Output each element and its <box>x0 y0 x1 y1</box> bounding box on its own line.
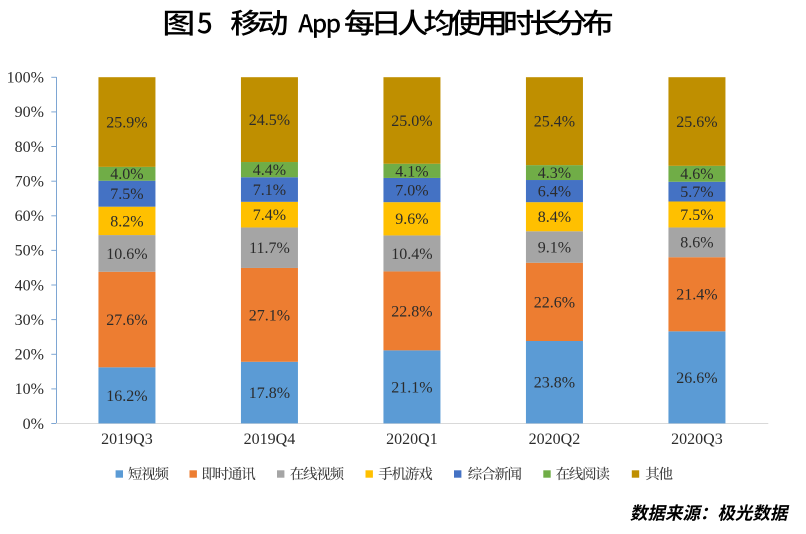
svg-text:25.0%: 25.0% <box>391 113 432 130</box>
svg-text:7.5%: 7.5% <box>680 207 713 224</box>
svg-text:22.8%: 22.8% <box>391 303 432 320</box>
svg-text:2020Q3: 2020Q3 <box>671 431 723 448</box>
svg-text:0%: 0% <box>23 416 44 433</box>
svg-text:5.7%: 5.7% <box>680 184 713 201</box>
svg-text:70%: 70% <box>15 174 44 191</box>
svg-text:60%: 60% <box>15 208 44 225</box>
svg-text:27.6%: 27.6% <box>106 312 147 329</box>
svg-text:8.4%: 8.4% <box>538 209 571 226</box>
svg-text:20%: 20% <box>15 347 44 364</box>
svg-text:25.4%: 25.4% <box>534 114 575 131</box>
svg-text:8.6%: 8.6% <box>680 235 713 252</box>
svg-text:21.1%: 21.1% <box>391 379 432 396</box>
svg-text:100%: 100% <box>7 70 44 87</box>
svg-text:17.8%: 17.8% <box>249 385 290 402</box>
svg-text:4.6%: 4.6% <box>680 166 713 183</box>
svg-text:50%: 50% <box>15 243 44 260</box>
svg-text:25.9%: 25.9% <box>106 114 147 131</box>
svg-text:7.1%: 7.1% <box>253 182 286 199</box>
svg-text:4.0%: 4.0% <box>110 166 143 183</box>
svg-text:30%: 30% <box>15 312 44 329</box>
svg-text:2019Q4: 2019Q4 <box>244 431 296 448</box>
svg-text:2020Q1: 2020Q1 <box>386 431 438 448</box>
svg-text:90%: 90% <box>15 104 44 121</box>
svg-text:9.1%: 9.1% <box>538 239 571 256</box>
svg-text:10.4%: 10.4% <box>391 246 432 263</box>
svg-text:6.4%: 6.4% <box>538 184 571 201</box>
svg-text:4.3%: 4.3% <box>538 165 571 182</box>
svg-text:7.0%: 7.0% <box>395 182 428 199</box>
svg-text:23.8%: 23.8% <box>534 375 575 392</box>
svg-text:16.2%: 16.2% <box>106 388 147 405</box>
svg-text:7.5%: 7.5% <box>110 186 143 203</box>
svg-text:21.4%: 21.4% <box>676 287 717 304</box>
svg-text:4.1%: 4.1% <box>395 163 428 180</box>
svg-text:25.6%: 25.6% <box>676 114 717 131</box>
svg-text:9.6%: 9.6% <box>395 211 428 228</box>
svg-text:10.6%: 10.6% <box>106 246 147 263</box>
svg-text:2020Q2: 2020Q2 <box>529 431 581 448</box>
svg-text:8.2%: 8.2% <box>110 213 143 230</box>
svg-text:2019Q3: 2019Q3 <box>101 431 153 448</box>
svg-text:24.5%: 24.5% <box>249 112 290 129</box>
svg-text:26.6%: 26.6% <box>676 370 717 387</box>
svg-text:27.1%: 27.1% <box>249 307 290 324</box>
svg-text:10%: 10% <box>15 381 44 398</box>
svg-text:40%: 40% <box>15 277 44 294</box>
svg-text:4.4%: 4.4% <box>253 162 286 179</box>
svg-text:11.7%: 11.7% <box>249 240 290 257</box>
svg-text:7.4%: 7.4% <box>253 207 286 224</box>
svg-text:22.6%: 22.6% <box>534 294 575 311</box>
svg-text:80%: 80% <box>15 139 44 156</box>
